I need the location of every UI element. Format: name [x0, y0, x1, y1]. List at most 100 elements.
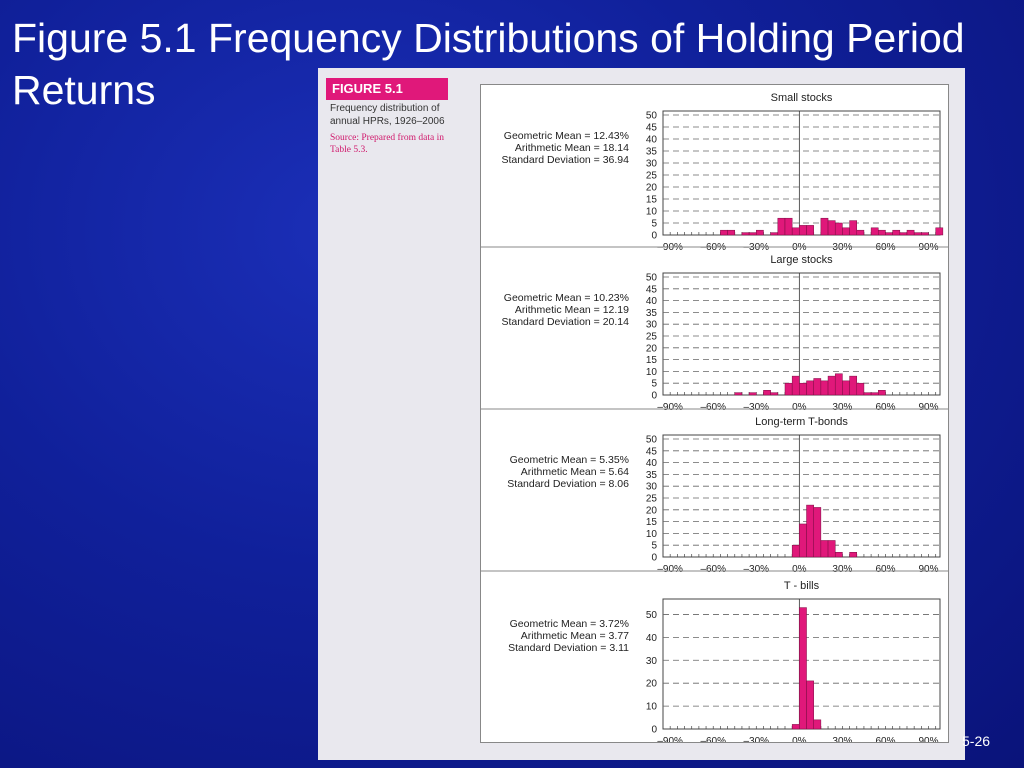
histogram-bar	[827, 375, 836, 396]
histogram-bar	[763, 390, 771, 396]
histogram-bar	[906, 229, 915, 236]
x-tick-label: –90%	[657, 564, 683, 575]
x-tick-label: –60%	[700, 736, 726, 742]
y-tick-label: 30	[646, 656, 658, 667]
y-tick-label: 50	[646, 610, 658, 621]
histogram-bar	[878, 229, 886, 236]
chart-title: Large stocks	[770, 254, 833, 266]
y-tick-label: 15	[646, 355, 658, 366]
histogram-bar	[791, 227, 800, 236]
histogram-bar	[806, 680, 814, 730]
figure-caption: Frequency distribution of annual HPRs, 1…	[330, 103, 445, 127]
histogram-bar	[827, 540, 836, 558]
y-tick-label: 45	[646, 284, 658, 295]
y-tick-label: 35	[646, 308, 658, 319]
chart-box: Small stocks 50 45 40 35 30 25 20 15 10 5 0 –90% –60%…	[480, 84, 949, 743]
histogram-bar	[799, 607, 807, 730]
histogram-bar	[806, 225, 814, 236]
y-tick-label: 10	[646, 367, 658, 378]
histogram-bar	[734, 392, 743, 396]
y-tick-label: 40	[646, 458, 658, 469]
y-tick-label: 30	[646, 159, 658, 170]
histogram-bar	[899, 232, 908, 236]
y-tick-label: 35	[646, 470, 658, 481]
stat-line: Geometric Mean = 12.43%	[504, 130, 629, 142]
x-tick-label: 90%	[919, 736, 939, 742]
histogram-bar	[770, 392, 779, 396]
x-tick-label: 0%	[792, 564, 807, 575]
y-tick-label: 20	[646, 183, 658, 194]
y-tick-label: 35	[646, 147, 658, 158]
histogram-bar	[856, 229, 865, 236]
histogram-bar	[834, 373, 843, 396]
y-tick-label: 25	[646, 494, 658, 505]
histogram-bar	[813, 378, 822, 396]
y-tick-label: 20	[646, 343, 658, 354]
chart-title: Small stocks	[771, 92, 833, 104]
stat-line: Arithmetic Mean = 18.14	[515, 142, 629, 154]
x-tick-label: 60%	[875, 402, 895, 413]
page-number: 5-26	[962, 733, 991, 749]
histogram-bar	[849, 375, 858, 396]
y-tick-label: 20	[646, 679, 658, 690]
stat-line: Arithmetic Mean = 3.77	[521, 630, 629, 642]
stat-line: Standard Deviation = 36.94	[501, 154, 629, 166]
histogram-bar	[741, 232, 750, 236]
x-tick-label: –30%	[744, 564, 770, 575]
y-tick-label: 15	[646, 517, 658, 528]
x-tick-label: 0%	[792, 736, 807, 742]
x-tick-label: –90%	[657, 736, 683, 742]
x-tick-label: –30%	[744, 736, 770, 742]
histogram-bar	[820, 540, 829, 558]
y-tick-label: 30	[646, 482, 658, 493]
x-tick-label: 90%	[919, 402, 939, 413]
y-tick-label: 20	[646, 505, 658, 516]
y-tick-label: 5	[651, 219, 657, 230]
chart-title: T - bills	[784, 580, 820, 592]
y-tick-label: 40	[646, 633, 658, 644]
histogram-bar	[921, 232, 929, 236]
histogram-bar	[842, 380, 850, 396]
y-tick-label: 45	[646, 446, 658, 457]
y-tick-label: 10	[646, 207, 658, 218]
y-tick-label: 25	[646, 171, 658, 182]
histogram-bar	[777, 217, 786, 236]
histogram-bar	[849, 552, 858, 558]
histogram-bar	[799, 225, 807, 236]
stat-line: Arithmetic Mean = 12.19	[515, 304, 629, 316]
histogram-bar	[834, 552, 843, 558]
histogram-bar	[791, 375, 800, 396]
stat-line: Standard Deviation = 8.06	[507, 478, 629, 490]
x-tick-label: –30%	[744, 402, 770, 413]
y-tick-label: 10	[646, 529, 658, 540]
plot-frame	[662, 110, 941, 236]
figure-badge: FIGURE 5.1	[326, 78, 448, 100]
chart-panel: Long-term T-bonds50454035302520151050–90…	[481, 408, 948, 575]
x-tick-label: 90%	[919, 564, 939, 575]
y-tick-label: 50	[646, 111, 658, 122]
histogram-bar	[806, 504, 814, 558]
histogram-bar	[748, 232, 757, 236]
histogram-bar	[791, 544, 800, 558]
figure-source: Source: Prepared from data in Table 5.3.	[330, 133, 444, 155]
y-tick-label: 50	[646, 273, 658, 284]
chart-title: Long-term T-bonds	[755, 416, 848, 428]
histogram-bar	[791, 724, 800, 730]
histogram-bar	[935, 227, 944, 236]
histogram-bar	[870, 227, 879, 236]
histogram-bar	[834, 222, 843, 236]
histogram-bar	[885, 232, 893, 236]
y-tick-label: 15	[646, 195, 658, 206]
histogram-bar	[784, 217, 793, 236]
stat-line: Geometric Mean = 5.35%	[510, 454, 629, 466]
histogram-bar	[827, 220, 836, 236]
histogram-bar	[813, 507, 822, 558]
y-tick-label: 30	[646, 320, 658, 331]
stat-line: Geometric Mean = 3.72%	[510, 618, 629, 630]
y-tick-label: 0	[651, 391, 657, 402]
histogram-bar	[799, 523, 807, 558]
histogram-bar	[820, 217, 829, 236]
